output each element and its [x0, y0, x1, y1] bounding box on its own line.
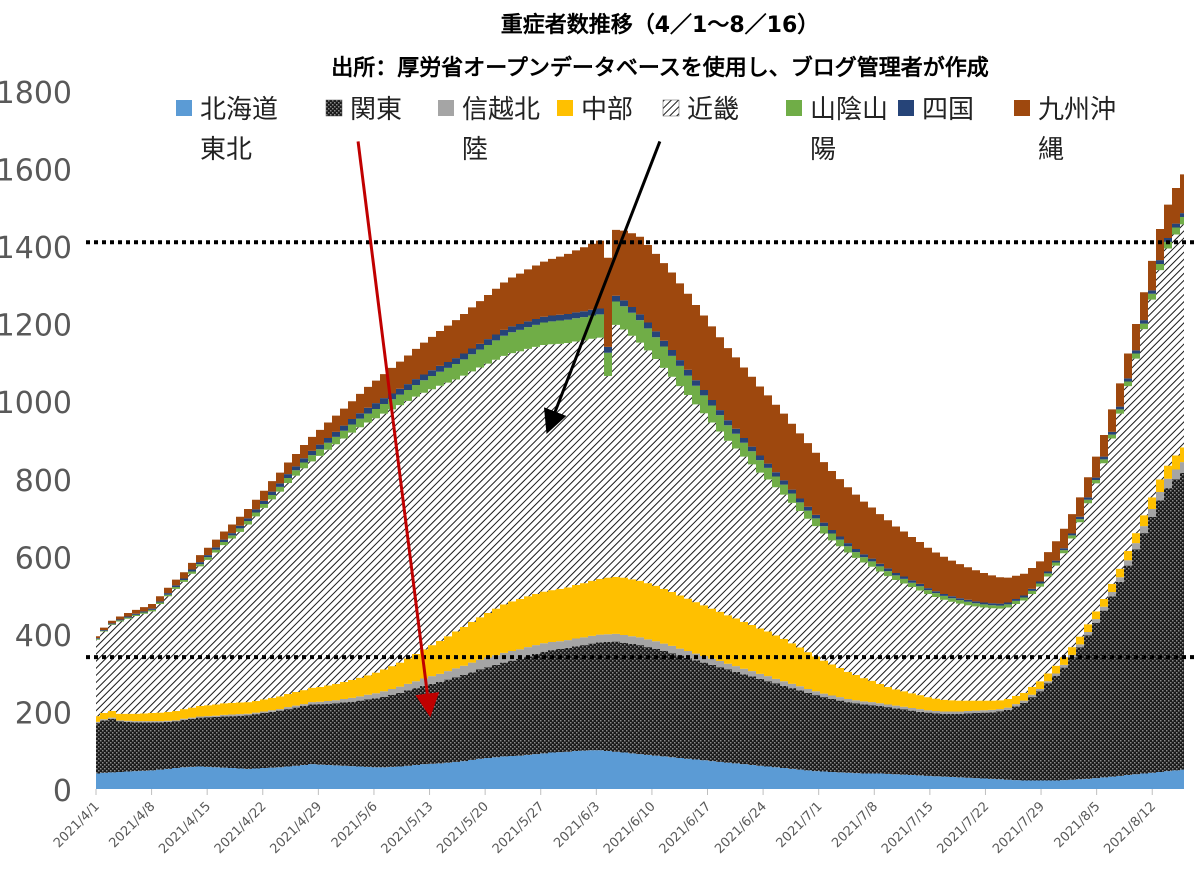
series-area-3 [96, 447, 1184, 722]
x-axis: 2021/4/1 2021/4/82021/4/152021/4/222021/4… [51, 789, 1159, 857]
x-tick-label: 2021/6/10 [601, 799, 659, 857]
x-tick-label: 2021/4/15 [156, 799, 214, 857]
series-area-1 [96, 472, 1184, 781]
x-tick-label: 2021/4/29 [267, 799, 325, 857]
x-tick-label: 2021/5/20 [434, 799, 492, 857]
y-tick-label: 800 [15, 464, 72, 499]
x-tick-label: 2021/6/3 [551, 799, 603, 851]
legend-label-line2: 東北 [200, 135, 252, 165]
y-tick-label: 1800 [0, 76, 72, 111]
y-tick-label: 0 [53, 774, 72, 809]
legend-label-line2: 陽 [810, 135, 836, 165]
legend-label: 四国 [922, 95, 974, 125]
legend-label: 九州沖 [1038, 95, 1116, 125]
x-tick-label: 2021/6/17 [657, 799, 715, 857]
series-area-0 [96, 750, 1184, 789]
legend-label: 関東 [350, 95, 402, 125]
x-tick-label: 2021/7/29 [990, 799, 1048, 857]
y-tick-label: 400 [15, 619, 72, 654]
x-tick-label: 2021/5/13 [379, 799, 437, 857]
x-tick-label: 2021/7/22 [935, 799, 993, 857]
y-tick-label: 1400 [0, 231, 72, 266]
series-area-4 [96, 224, 1184, 717]
black-arrow [543, 140, 662, 434]
x-tick-label: 2021/7/8 [829, 799, 881, 851]
legend-swatch [1014, 100, 1030, 116]
legend-swatch [438, 100, 454, 116]
chart-title: 重症者数推移（4／1～8／16） [501, 12, 820, 38]
legend-swatch [557, 100, 573, 116]
red-arrow [356, 141, 440, 718]
legend-label: 信越北 [462, 95, 540, 125]
x-tick-label: 2021/5/27 [490, 799, 548, 857]
legend-label: 中部 [581, 95, 633, 125]
legend-swatch [176, 100, 192, 116]
x-tick-label: 2021/8/12 [1101, 799, 1159, 857]
legend-swatch [325, 99, 343, 117]
legend-label: 近畿 [687, 95, 739, 125]
x-tick-label: 2021/4/8 [107, 799, 159, 851]
legend-swatch [898, 100, 914, 116]
legend-label-line2: 陸 [462, 135, 488, 165]
chart-subtitle: 出所：厚労省オープンデータベースを使用し、ブログ管理者が作成 [331, 55, 989, 81]
y-tick-label: 600 [15, 541, 72, 576]
y-tick-label: 1000 [0, 386, 72, 421]
x-tick-label: 2021/4/22 [212, 799, 270, 857]
annotations [86, 140, 1194, 718]
x-tick-label: 2021/5/6 [329, 799, 381, 851]
y-tick-label: 1600 [0, 154, 72, 189]
x-tick-label: 2021/6/24 [712, 799, 770, 857]
series-area-7 [96, 174, 1184, 639]
x-tick-label: 2021/8/5 [1052, 799, 1104, 851]
x-tick-label: 2021/7/15 [879, 799, 937, 857]
legend-label: 山陰山 [810, 95, 888, 125]
y-axis: 0 200 400 600 800 1000 1200 1400 1600 1800 [0, 76, 72, 809]
legend-label: 北海道 [200, 95, 278, 125]
y-tick-label: 200 [15, 696, 72, 731]
y-tick-label: 1200 [0, 309, 72, 344]
legend-label-line2: 縄 [1038, 135, 1064, 165]
x-tick-label: 2021/7/1 [774, 799, 826, 851]
plot-area [96, 174, 1184, 789]
legend-swatch [662, 99, 680, 117]
legend-swatch [786, 100, 802, 116]
